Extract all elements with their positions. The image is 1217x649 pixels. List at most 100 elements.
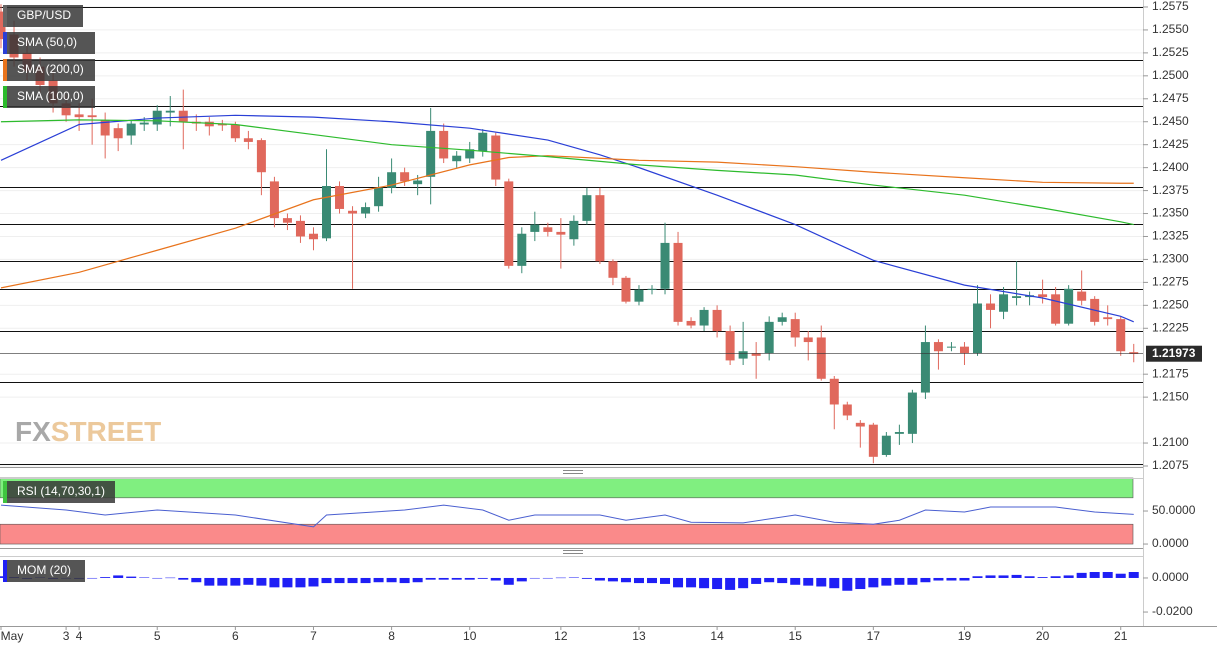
- candle-body: [439, 130, 449, 159]
- candle-body: [100, 119, 110, 136]
- momentum-bar: [1076, 572, 1087, 578]
- momentum-bar: [998, 575, 1009, 578]
- candle-body: [868, 424, 878, 457]
- momentum-bar: [321, 577, 332, 584]
- legend-item: GBP/USD: [3, 5, 83, 27]
- momentum-bar: [647, 577, 657, 584]
- legend-box: [3, 32, 95, 54]
- legend-box: [3, 481, 115, 503]
- momentum-bar: [959, 577, 970, 581]
- legend-label: SMA (100,0): [17, 89, 84, 103]
- x-tick-label: 20: [1036, 629, 1050, 643]
- momentum-bar: [933, 577, 944, 581]
- candle-body: [387, 172, 397, 188]
- legend-item: MOM (20): [3, 560, 85, 582]
- momentum-bar: [542, 577, 553, 579]
- legend-box: [3, 5, 83, 27]
- legend-swatch: [3, 5, 7, 27]
- watermark-part: FX: [15, 416, 51, 447]
- candle-body: [400, 172, 410, 182]
- y-tick-label: 1.2400: [1152, 160, 1189, 174]
- candle-body: [647, 288, 657, 290]
- momentum-bar: [985, 575, 996, 578]
- candle-body: [165, 110, 175, 113]
- candle-body: [699, 309, 709, 326]
- momentum-bar: [894, 577, 905, 585]
- candle-body: [1051, 294, 1061, 324]
- momentum-bar: [1011, 574, 1022, 578]
- x-tick-label: 4: [76, 629, 83, 643]
- momentum-bar: [620, 577, 631, 583]
- momentum-bar: [816, 577, 827, 587]
- y-tick-label: 0.0000: [1152, 536, 1189, 550]
- momentum-bar: [1050, 576, 1061, 578]
- watermark-part: STREET: [51, 416, 161, 447]
- x-tick-label: 6: [232, 629, 239, 643]
- candle-body: [282, 218, 292, 223]
- marks-layer: [0, 4, 1143, 591]
- momentum-bar: [699, 577, 710, 589]
- x-tick-label: 5: [154, 629, 161, 643]
- candle-body: [673, 242, 683, 322]
- candle-body: [790, 319, 800, 338]
- legend-box: [3, 59, 95, 81]
- momentum-bar: [777, 577, 788, 584]
- momentum-bar: [126, 576, 137, 578]
- momentum-bar: [347, 577, 358, 584]
- y-tick-label: 1.2500: [1152, 68, 1189, 82]
- y-tick-label: 1.2350: [1152, 206, 1189, 220]
- candle-body: [0, 11, 6, 40]
- momentum-bar: [686, 577, 697, 588]
- candle-body: [178, 110, 188, 122]
- momentum-bar: [152, 577, 163, 579]
- y-tick-label: 1.2150: [1152, 389, 1189, 403]
- momentum-bar: [633, 577, 644, 584]
- x-tick-label: 10: [463, 629, 477, 643]
- candle-body: [113, 128, 123, 139]
- candle-body: [322, 185, 331, 239]
- candle-body: [413, 180, 423, 185]
- candle-body: [959, 346, 969, 354]
- momentum-bar: [907, 577, 918, 585]
- legend-label: SMA (200,0): [17, 62, 84, 76]
- candle-body: [139, 122, 149, 125]
- candle-body: [1129, 352, 1139, 354]
- sma-line: [0, 119, 1134, 226]
- candle-body: [920, 342, 930, 393]
- momentum-bar: [803, 577, 814, 586]
- momentum-bar: [972, 576, 983, 578]
- x-tick-label: 13: [632, 629, 646, 643]
- candle-body: [1103, 317, 1113, 320]
- y-tick-label: 1.2425: [1152, 137, 1189, 151]
- x-tick-label: 12: [554, 629, 568, 643]
- candle-body: [608, 261, 618, 278]
- y-tick-label: 1.2325: [1152, 229, 1189, 243]
- candle-body: [361, 207, 371, 214]
- candle-body: [374, 187, 384, 207]
- momentum-bar: [373, 577, 384, 583]
- candle-body: [217, 123, 227, 126]
- momentum-bar: [217, 577, 228, 586]
- legend-label: GBP/USD: [17, 8, 71, 22]
- y-tick-label: 1.2300: [1152, 252, 1189, 266]
- momentum-bar: [87, 577, 98, 579]
- candle-body: [87, 115, 97, 118]
- candle-body: [973, 303, 982, 354]
- momentum-bar: [243, 577, 254, 585]
- momentum-bar: [282, 577, 293, 588]
- momentum-bar: [946, 577, 957, 581]
- candle-body: [426, 130, 436, 177]
- resize-handle[interactable]: [563, 470, 583, 474]
- legend-label: MOM (20): [17, 563, 71, 577]
- candle-body: [816, 337, 826, 379]
- candle-body: [243, 138, 253, 142]
- legend-swatch: [3, 560, 7, 582]
- candle-body: [569, 220, 579, 240]
- candle-body: [803, 337, 813, 343]
- resize-handle[interactable]: [563, 550, 583, 554]
- x-tick-label: 17: [867, 629, 881, 643]
- candle-body: [204, 121, 214, 127]
- momentum-bar: [308, 577, 319, 587]
- candle-body: [582, 195, 592, 221]
- momentum-bar: [1037, 577, 1048, 578]
